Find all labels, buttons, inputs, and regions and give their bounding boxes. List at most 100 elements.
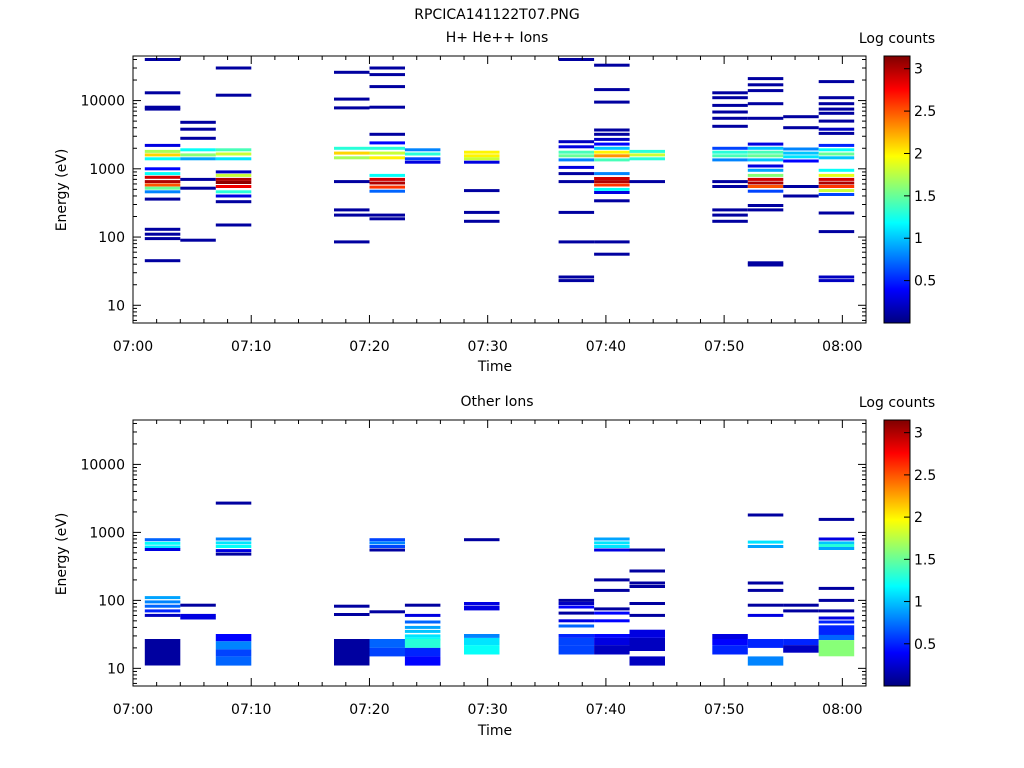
heatmap-cell (215, 545, 252, 548)
heatmap-cell (144, 149, 181, 153)
heatmap-cell (144, 175, 181, 179)
heatmap-cell (144, 180, 181, 184)
heatmap-block (594, 645, 630, 655)
heatmap-cell (334, 208, 370, 212)
heatmap-cell (144, 538, 181, 542)
heatmap-block (558, 638, 595, 646)
heatmap-cell (558, 180, 595, 184)
heatmap-cell (594, 180, 630, 184)
heatmap-cell (404, 603, 441, 607)
colorbar-tick-label: 1.5 (914, 189, 936, 205)
heatmap-cell (712, 219, 748, 223)
heatmap-cell (144, 91, 181, 95)
heatmap-cell (747, 164, 784, 168)
heatmap-cell (144, 157, 181, 161)
heatmap-cell (594, 588, 630, 592)
heatmap-cell (594, 128, 630, 132)
heatmap-cell (818, 177, 855, 181)
heatmap-cell (629, 602, 665, 605)
heatmap-cell (594, 187, 630, 191)
x-tick-label: 07:20 (349, 702, 389, 718)
heatmap-cell (180, 148, 216, 152)
heatmap-cell (334, 151, 370, 155)
heatmap-cell (818, 102, 855, 106)
heatmap-block (818, 634, 855, 641)
heatmap-cell (594, 150, 630, 154)
heatmap-cell (215, 552, 252, 556)
y-tick-label: 100 (98, 230, 125, 246)
heatmap-cell (818, 230, 855, 234)
colorbar-tick-label: 3 (914, 426, 923, 442)
heatmap-cell (818, 152, 855, 156)
heatmap-cell (747, 261, 784, 265)
heatmap-block (215, 634, 252, 642)
heatmap-cell (818, 586, 855, 590)
heatmap-cell (215, 181, 252, 184)
heatmap-block (369, 647, 405, 657)
heatmap-cell (594, 158, 630, 162)
heatmap-cells (144, 58, 855, 283)
heatmap-cell (747, 189, 784, 193)
heatmap-cell (369, 177, 405, 181)
heatmap-cell (215, 152, 252, 156)
x-tick-label: 08:00 (822, 339, 862, 355)
heatmap-cell (144, 153, 181, 157)
heatmap-cell (594, 132, 630, 136)
heatmap-cell (144, 167, 181, 171)
heatmap-cell (558, 619, 595, 623)
heatmap-cell (818, 107, 855, 111)
heatmap-cell (783, 155, 819, 159)
heatmap-cell (747, 83, 784, 87)
heatmap-cell (594, 545, 630, 548)
heatmap-cell (369, 189, 405, 193)
heatmap-block (464, 634, 500, 638)
x-tick-label: 07:00 (113, 702, 153, 718)
colorbar-tick-label: 3 (914, 62, 923, 78)
heatmap-cell (712, 124, 748, 128)
panel-title: H+ He++ Ions (446, 30, 549, 46)
colorbar-frame (883, 55, 911, 324)
heatmap-block (215, 649, 252, 657)
x-tick-label: 07:10 (231, 339, 271, 355)
heatmap-cell (369, 151, 405, 155)
heatmap-cell (629, 157, 665, 161)
heatmap-cell (594, 88, 630, 92)
heatmap-cell (464, 219, 500, 223)
heatmap-block (783, 645, 819, 653)
heatmap-cell (818, 111, 855, 115)
heatmap-cell (747, 540, 784, 544)
x-tick-label: 07:50 (704, 702, 744, 718)
y-tick-label: 100 (98, 593, 125, 609)
heatmap-cell (180, 127, 216, 131)
heatmap-cell (818, 189, 855, 193)
heatmap-cell (404, 160, 441, 164)
heatmap-cell (747, 513, 784, 517)
heatmap-cell (783, 609, 819, 613)
heatmap-cell (818, 148, 855, 152)
x-tick-label: 07:40 (586, 339, 626, 355)
colorbar-tick-label: 1.5 (914, 552, 936, 568)
heatmap-cell (215, 223, 252, 227)
heatmap-cell (629, 548, 665, 552)
heatmap-cell (712, 103, 748, 107)
heatmap-block (594, 638, 630, 646)
heatmap-block (558, 645, 595, 655)
heatmap-cell (747, 177, 784, 181)
heatmap-block (464, 645, 500, 655)
colorbar-tick-label: 0.5 (914, 274, 936, 290)
heatmap-cell (712, 185, 748, 188)
colorbar-tick-label: 2 (914, 146, 923, 162)
heatmap-cell (334, 240, 370, 244)
x-tick-label: 07:00 (113, 339, 153, 355)
x-tick-label: 08:00 (822, 702, 862, 718)
heatmap-cell (818, 185, 855, 188)
heatmap-cell (712, 150, 748, 154)
heatmap-cell (334, 106, 370, 110)
heatmap-cell (818, 609, 855, 613)
heatmap-cell (144, 186, 181, 190)
heatmap-cell (818, 620, 855, 624)
heatmap-cell (594, 177, 630, 180)
heatmap-block (404, 647, 441, 657)
heatmap-cell (144, 541, 181, 545)
heatmap-cell (369, 213, 405, 217)
